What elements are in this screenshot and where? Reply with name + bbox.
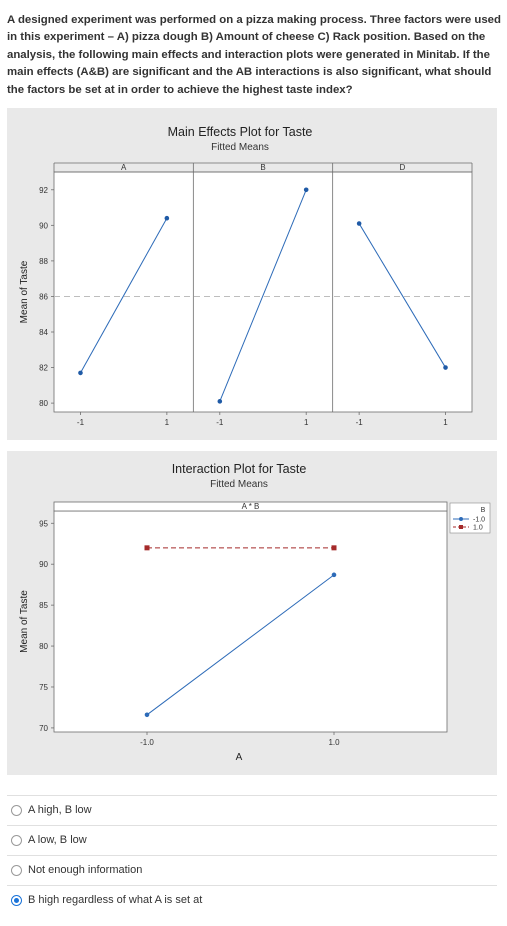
chart-subtitle: Fitted Means — [211, 142, 269, 153]
radio-button-1[interactable] — [11, 805, 22, 816]
series-point-1 — [331, 572, 337, 578]
effect-line-A — [80, 217, 168, 374]
answer-option-1[interactable]: A high, B low — [7, 795, 497, 826]
x-tick-label: 1 — [165, 418, 170, 427]
chart-subtitle: Fitted Means — [210, 479, 268, 490]
answer-option-4[interactable]: B high regardless of what A is set at — [7, 885, 497, 916]
option-label-2: A low, B low — [28, 834, 87, 846]
y-tick-label: 90 — [39, 221, 48, 230]
legend-marker-2 — [459, 525, 463, 529]
y-tick-label: 85 — [39, 601, 48, 610]
legend-label-2: 1.0 — [473, 525, 483, 532]
legend-marker-1 — [459, 517, 463, 521]
option-label-3: Not enough information — [28, 864, 143, 876]
y-tick-label: 75 — [39, 683, 48, 692]
panel-label: A * B — [242, 502, 260, 511]
y-tick-label: 88 — [39, 257, 48, 266]
panel-label-B: B — [260, 163, 265, 172]
y-axis-label: Mean of Taste — [19, 590, 30, 653]
legend-label-1: -1.0 — [473, 517, 485, 524]
x-tick-label: -1 — [356, 418, 364, 427]
panel-header — [53, 501, 448, 512]
x-tick-label: 1.0 — [328, 738, 340, 747]
plot-area — [53, 510, 448, 733]
effect-line-B — [219, 189, 307, 402]
y-axis-label: Mean of Taste — [19, 260, 30, 323]
radio-button-2[interactable] — [11, 835, 22, 846]
y-tick-label: 95 — [39, 519, 48, 528]
effect-point-A — [78, 370, 83, 376]
y-tick-label: 70 — [39, 724, 48, 733]
y-tick-label: 84 — [39, 328, 48, 337]
panel-label-A: A — [121, 163, 127, 172]
legend-title: B — [481, 507, 486, 514]
series-point-2 — [144, 545, 150, 551]
chart-title: Main Effects Plot for Taste — [168, 125, 313, 139]
panel-label-D: D — [399, 163, 405, 172]
x-tick-label: -1 — [77, 418, 85, 427]
x-tick-label: -1 — [216, 418, 224, 427]
chart-title: Interaction Plot for Taste — [172, 462, 307, 476]
effect-point-D — [443, 365, 448, 370]
interaction-svg: Interaction Plot for Taste Fitted Means A … — [19, 462, 491, 763]
y-tick-label: 92 — [39, 186, 48, 195]
legend-box — [449, 502, 491, 534]
answer-option-3[interactable]: Not enough information — [7, 855, 497, 886]
plot-area — [53, 171, 473, 413]
interaction-chart: Interaction Plot for Taste Fitted Means A … — [7, 451, 497, 775]
effect-point-B — [217, 399, 223, 404]
answer-option-2[interactable]: A low, B low — [7, 825, 497, 856]
effect-point-D — [356, 221, 362, 226]
effect-point-A — [164, 215, 170, 221]
x-tick-label: 1 — [304, 418, 309, 427]
question-text: A designed experiment was performed on a… — [7, 14, 501, 96]
option-label-4: B high regardless of what A is set at — [28, 894, 203, 906]
series-point-1 — [144, 712, 150, 718]
y-tick-label: 80 — [39, 642, 48, 651]
y-tick-label: 80 — [39, 399, 48, 408]
effect-line-D — [358, 223, 446, 368]
series-point-2 — [331, 545, 337, 551]
y-tick-label: 90 — [39, 560, 48, 569]
x-axis-label: A — [236, 752, 243, 763]
main-effects-svg: Main Effects Plot for Taste Fitted Means A… — [19, 125, 473, 427]
radio-button-4-selected[interactable] — [11, 895, 22, 906]
y-tick-label: 82 — [39, 364, 48, 373]
y-tick-label: 86 — [39, 292, 48, 301]
series-line-1 — [146, 574, 335, 716]
radio-button-3[interactable] — [11, 865, 22, 876]
x-tick-label: 1 — [443, 418, 448, 427]
option-label-1: A high, B low — [28, 804, 92, 816]
x-tick-label: -1.0 — [140, 738, 154, 747]
effect-point-B — [303, 187, 309, 193]
main-effects-chart: Main Effects Plot for Taste Fitted Means A… — [7, 108, 497, 440]
